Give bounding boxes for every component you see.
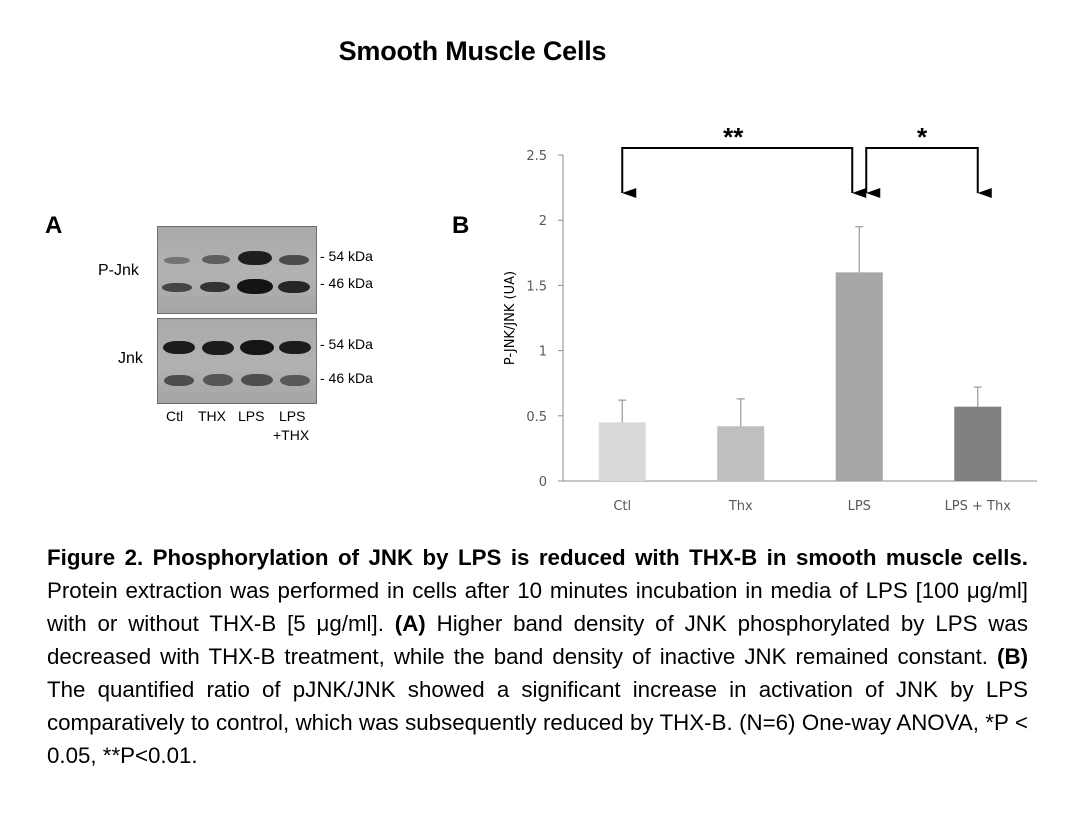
blot-band [238, 251, 272, 265]
significance-bracket [621, 147, 867, 198]
y-tick-label: 0 [539, 475, 547, 490]
caption-figure-label: Figure 2. Phosphorylation of JNK by LPS … [47, 545, 1028, 570]
blot-band [164, 375, 194, 386]
x-tick-label: LPS + Thx [945, 499, 1012, 514]
blot-band [202, 341, 234, 355]
y-tick-label: 1 [539, 345, 547, 360]
kda-label: - 54 kDa [320, 336, 373, 352]
significance-label: * [917, 122, 928, 152]
blot-band [163, 341, 195, 354]
blot-band [162, 283, 192, 292]
lane-label-lps: LPS [238, 408, 265, 424]
jnk-blot-image [157, 318, 317, 404]
panel-b-label: B [452, 212, 470, 239]
blot-band [278, 281, 310, 293]
y-axis-label: P-JNK/JNK (UA) [503, 271, 518, 365]
blot-band [240, 340, 274, 355]
bar [598, 422, 646, 481]
y-tick-label: 2.5 [526, 149, 547, 164]
caption-b-label: (B) [997, 644, 1028, 669]
lane-label-thx: THX [198, 408, 226, 424]
caption-a-label: (A) [394, 611, 426, 636]
blot-band [279, 255, 309, 265]
significance-bracket [865, 147, 992, 198]
kda-label: - 54 kDa [320, 248, 373, 264]
blot-band [200, 282, 230, 292]
caption-text: Protein extraction was performed in cell… [47, 578, 1028, 636]
blot-band [280, 375, 310, 386]
bar [835, 272, 883, 481]
blot-band [237, 279, 273, 294]
pjnk-blot-image [157, 226, 317, 314]
panel-a-label: A [45, 212, 63, 239]
x-tick-label: LPS [848, 499, 871, 514]
page-title: Smooth Muscle Cells [338, 36, 607, 66]
y-tick-label: 1.5 [526, 279, 547, 294]
bar-chart: 0 0.5 1 1.5 2 2.5 P-JNK/JNK (UA) Ctl Thx LPS LPS +… [503, 122, 1037, 514]
jnk-row-label: Jnk [118, 350, 143, 367]
blot-band [241, 374, 273, 386]
lane-label-ctl: Ctl [166, 408, 184, 424]
y-tick-label: 2 [539, 214, 547, 229]
blot-band [279, 341, 311, 354]
blot-band [203, 374, 233, 386]
caption-text: The quantified ratio of pJNK/JNK showed … [47, 677, 1028, 768]
blot-band [164, 257, 190, 264]
significance-label: ** [723, 122, 744, 152]
caption-text: Higher band density of JNK phosphorylate… [47, 611, 1028, 669]
blot-band [202, 255, 230, 264]
bar [954, 406, 1002, 481]
lane-label-lps-thx: LPS [279, 408, 306, 424]
y-tick-label: 0.5 [526, 410, 547, 425]
figure-caption: Figure 2. Phosphorylation of JNK by LPS … [47, 541, 1028, 772]
x-tick-label: Ctl [613, 499, 631, 514]
kda-label: - 46 kDa [320, 275, 373, 291]
kda-label: - 46 kDa [320, 370, 373, 386]
x-tick-label: Thx [728, 499, 753, 514]
bar [717, 426, 765, 481]
lane-label-lps-thx-line2: +THX [273, 427, 310, 443]
pjnk-row-label: P-Jnk [98, 262, 139, 279]
